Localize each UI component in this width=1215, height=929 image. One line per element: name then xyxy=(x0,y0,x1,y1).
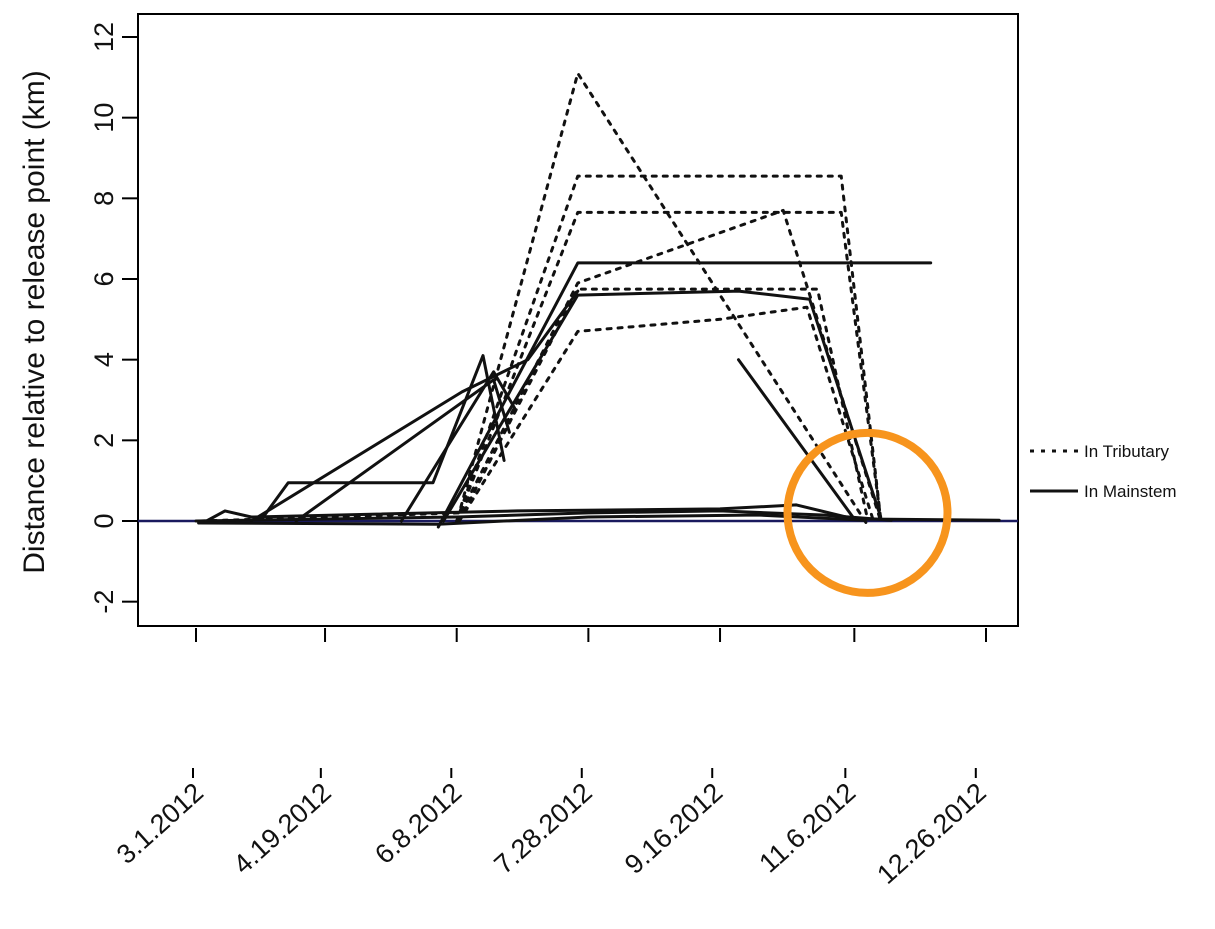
y-axis-label: Distance relative to release point (km) xyxy=(18,70,51,574)
y-axis: -2 0 2 4 6 8 10 12 xyxy=(89,22,138,614)
series-line-solid-10 xyxy=(260,354,506,521)
y-tick-label: 10 xyxy=(89,103,119,133)
y-tick-label: 12 xyxy=(89,22,119,52)
series-line-solid-9 xyxy=(249,289,580,523)
series-line-solid-7 xyxy=(436,261,933,529)
legend-label: In Tributary xyxy=(1084,442,1170,461)
series-line-solid-8 xyxy=(442,289,883,523)
highlight-circle xyxy=(783,428,952,597)
x-tick-label: 6.8.2012 xyxy=(369,777,467,870)
series-line-solid-11 xyxy=(294,378,511,523)
series-line-solid-15 xyxy=(194,509,893,523)
y-tick-label: -2 xyxy=(89,590,119,614)
series-line-solid-13 xyxy=(737,358,856,521)
x-axis: 3.1.2012 4.19.2012 6.8.2012 7.28.2012 9.16.2… xyxy=(111,628,992,890)
series-line-dotted-1 xyxy=(199,71,869,527)
series-line-solid-16 xyxy=(197,513,867,526)
series-layer xyxy=(138,71,1018,529)
x-tick-label: 3.1.2012 xyxy=(111,777,209,870)
y-tick-label: 6 xyxy=(89,271,119,286)
y-tick-label: 4 xyxy=(89,352,119,367)
legend-label: In Mainstem xyxy=(1084,482,1177,501)
x-tick-label: 12.26.2012 xyxy=(871,777,992,890)
y-tick-label: 2 xyxy=(89,433,119,448)
series-line-dotted-3 xyxy=(455,210,883,523)
y-tick-label: 8 xyxy=(89,191,119,206)
x-tick-label: 9.16.2012 xyxy=(619,777,728,880)
x-tick-label: 11.6.2012 xyxy=(753,777,861,878)
y-tick-label: 0 xyxy=(89,513,119,528)
x-tick-label: 7.28.2012 xyxy=(488,777,597,880)
series-line-dotted-6 xyxy=(455,208,883,523)
plot-frame xyxy=(137,13,1019,627)
series-line-dotted-2 xyxy=(455,174,883,523)
x-tick-label: 4.19.2012 xyxy=(228,777,337,880)
legend: In Tributary In Mainstem xyxy=(1030,442,1177,501)
series-line-dotted-5 xyxy=(457,305,875,523)
series-line-solid-12 xyxy=(399,370,517,523)
